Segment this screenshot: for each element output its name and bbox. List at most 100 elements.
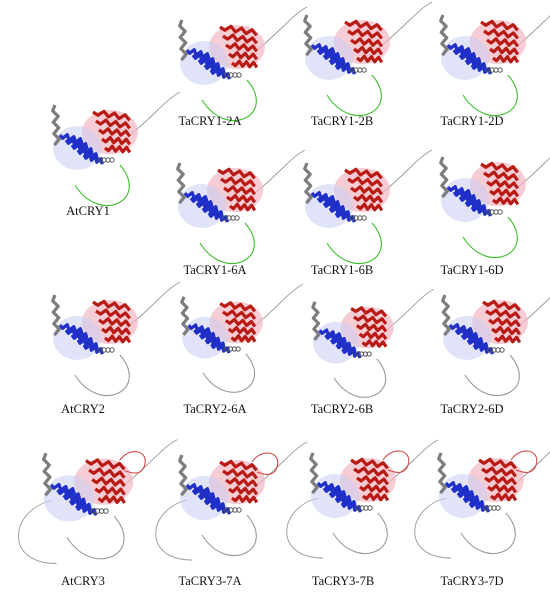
n-domain-helix	[58, 133, 84, 145]
n-domain-helix	[328, 491, 352, 503]
c-domain-helix	[478, 457, 517, 470]
n-domain-helix	[210, 342, 231, 354]
side-helix	[437, 452, 447, 495]
c-domain-helix	[361, 339, 388, 348]
coil-ring	[236, 72, 242, 78]
label-tacry1-2b: TaCRY1-2B	[310, 114, 374, 128]
panel-tacry2-6d: TaCRY2-6D	[415, 290, 550, 420]
n-domain-helix	[195, 201, 219, 213]
protein-structure-tacry1-2b	[303, 1, 433, 116]
side-helix	[439, 14, 449, 57]
n-domain-helix	[322, 53, 346, 65]
coil-ring	[497, 67, 503, 73]
panel-tacry1-2d: TaCRY1-2D	[415, 0, 550, 140]
n-domain-helix	[203, 63, 226, 75]
c-domain-helix	[228, 50, 259, 61]
n-domain-helix	[201, 206, 224, 218]
protein-structure-tacry1-6a	[176, 149, 306, 264]
panel-tacry1-2a: TaCRY1-2A	[150, 0, 308, 140]
c-terminal-tail	[199, 222, 255, 264]
side-helix	[178, 19, 188, 62]
side-helix	[303, 14, 313, 57]
c-domain-helix	[219, 459, 258, 472]
protein-structure-tacry2-6b	[311, 289, 434, 398]
c-domain-helix	[88, 467, 126, 479]
c-domain-helix	[481, 466, 517, 478]
c-domain-helix	[95, 308, 131, 320]
n-domain-helix	[58, 323, 84, 335]
c-domain-helix	[482, 299, 521, 312]
n-domain-helix	[310, 191, 336, 203]
n-domain-helix	[454, 328, 479, 340]
protein-structure-tacry2-6d	[441, 294, 550, 396]
c-domain-helix	[228, 485, 259, 496]
side-helix	[51, 104, 61, 147]
extended-loop	[414, 497, 452, 559]
n-domain-helix	[316, 481, 342, 493]
side-helix	[441, 294, 451, 337]
label-tacry1-6b: TaCRY1-6B	[310, 263, 374, 277]
c-domain-helix	[347, 28, 383, 40]
n-domain-helix	[444, 481, 470, 493]
coil-ring	[109, 347, 115, 353]
coil-ring	[367, 505, 373, 511]
n-domain-helix	[198, 332, 221, 344]
coil-ring	[499, 347, 505, 353]
protein-structure-tacry1-6d	[439, 156, 550, 258]
red-loop	[510, 450, 538, 473]
n-domain-helix	[82, 153, 104, 165]
c-domain-helix	[344, 167, 383, 180]
c-domain-helix	[483, 170, 519, 182]
c-domain-helix	[359, 483, 390, 494]
coil-ring	[235, 346, 241, 352]
label-tacry1-2d: TaCRY1-2D	[440, 114, 504, 128]
n-domain-helix	[334, 63, 356, 75]
c-domain-helix	[98, 317, 131, 328]
n-domain-helix	[70, 143, 94, 155]
c-domain-helix	[104, 144, 132, 154]
c-domain-helix	[222, 468, 258, 480]
n-domain-helix	[335, 342, 357, 354]
panel-tacry1-2b: TaCRY1-2B	[285, 0, 433, 140]
c-domain-helix	[347, 176, 383, 188]
red-loop	[119, 451, 146, 474]
c-domain-helix	[225, 42, 258, 53]
n-domain-helix	[316, 196, 341, 208]
n-domain-helix	[340, 501, 362, 513]
c-domain-helix	[480, 161, 519, 174]
n-domain-helix	[464, 200, 487, 212]
n-domain-helix	[464, 58, 487, 70]
n-domain-helix	[470, 205, 492, 217]
coil-ring	[497, 209, 503, 215]
c-domain-helix	[485, 308, 521, 320]
c-domain-helix	[85, 458, 126, 471]
n-domain-helix	[329, 337, 352, 349]
c-domain-helix	[492, 196, 520, 206]
n-domain-helix	[341, 347, 362, 359]
panel-atcry2: AtCRY2	[15, 281, 181, 420]
panel-tacry1-6a: TaCRY1-6A	[150, 149, 306, 300]
label-tacry1-6a: TaCRY1-6A	[183, 263, 247, 277]
c-domain-helix	[91, 476, 126, 488]
label-tacry3-7d: TaCRY3-7D	[440, 574, 504, 588]
coil-ring	[109, 157, 115, 163]
c-domain-helix	[219, 301, 257, 313]
panel-tacry2-6b: TaCRY2-6B	[285, 289, 434, 420]
label-atcry2: AtCRY2	[61, 402, 105, 416]
c-domain-helix	[95, 118, 131, 130]
c-terminal-tail	[460, 512, 516, 554]
n-domain-helix	[446, 185, 472, 197]
c-domain-helix	[489, 45, 520, 56]
panel-tacry1-6d: TaCRY1-6D	[415, 150, 550, 300]
n-domain-helix	[185, 483, 211, 495]
n-domain-helix	[322, 201, 346, 213]
n-domain-helix	[470, 63, 492, 75]
label-atcry3: AtCRY3	[61, 574, 105, 588]
n-domain-helix	[197, 58, 221, 70]
c-terminal-tail	[74, 164, 130, 206]
side-helix	[180, 296, 190, 336]
c-domain-helix	[358, 330, 388, 341]
c-domain-helix	[489, 187, 520, 198]
c-domain-helix	[231, 59, 259, 69]
c-domain-helix	[224, 317, 257, 328]
